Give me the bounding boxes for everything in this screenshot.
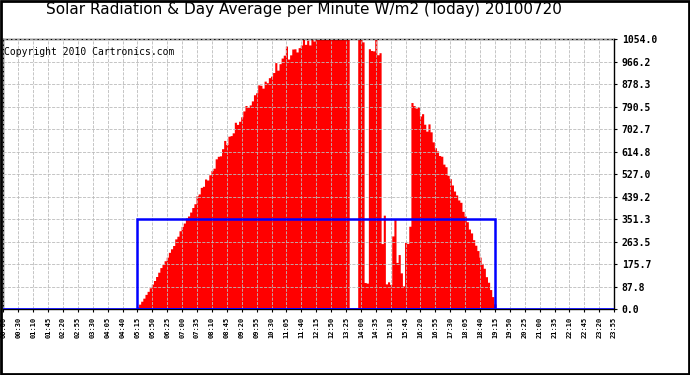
Text: Solar Radiation & Day Average per Minute W/m2 (Today) 20100720: Solar Radiation & Day Average per Minute…: [46, 2, 562, 17]
Text: Copyright 2010 Cartronics.com: Copyright 2010 Cartronics.com: [4, 48, 175, 57]
Bar: [137, 219, 495, 309]
